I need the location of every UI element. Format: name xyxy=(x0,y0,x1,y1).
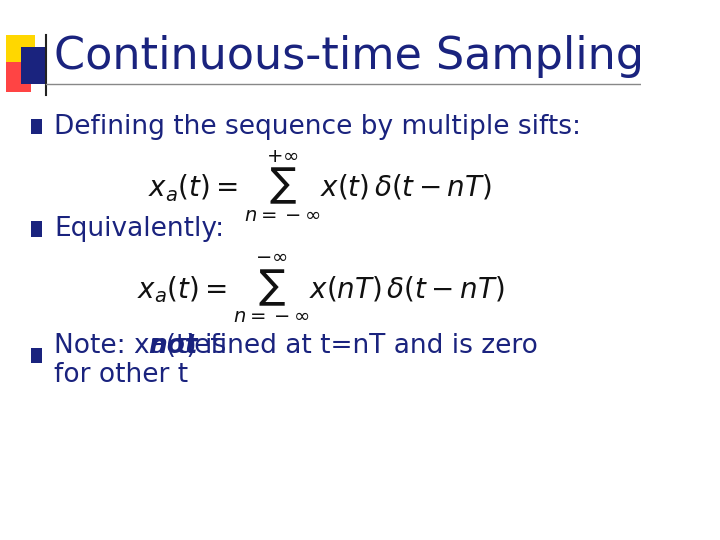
Text: $x_a(t) = \sum_{n=-\infty}^{-\infty} x(nT)\,\delta(t - nT)$: $x_a(t) = \sum_{n=-\infty}^{-\infty} x(n… xyxy=(137,253,504,325)
Text: defined at t=nT and is zero: defined at t=nT and is zero xyxy=(169,333,538,359)
FancyBboxPatch shape xyxy=(31,119,42,134)
Text: Note: xa(t) is: Note: xa(t) is xyxy=(55,333,235,359)
Text: not: not xyxy=(148,333,198,359)
Text: Equivalently:: Equivalently: xyxy=(55,217,225,242)
Text: $x_a(t) = \sum_{n=-\infty}^{+\infty} x(t)\,\delta(t - nT)$: $x_a(t) = \sum_{n=-\infty}^{+\infty} x(t… xyxy=(148,148,492,224)
FancyBboxPatch shape xyxy=(21,47,47,84)
Text: for other t: for other t xyxy=(55,362,189,388)
Text: Defining the sequence by multiple sifts:: Defining the sequence by multiple sifts: xyxy=(55,114,582,140)
Text: Continuous-time Sampling: Continuous-time Sampling xyxy=(55,35,644,78)
FancyBboxPatch shape xyxy=(31,348,42,363)
FancyBboxPatch shape xyxy=(6,35,35,70)
FancyBboxPatch shape xyxy=(31,221,42,237)
FancyBboxPatch shape xyxy=(6,62,31,92)
